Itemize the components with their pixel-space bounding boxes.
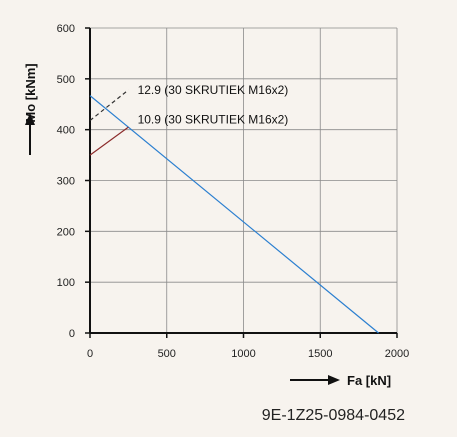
series-line-1 — [89, 126, 129, 156]
y-tick-label-1: 100 — [57, 277, 75, 289]
x-axis-arrow-icon — [290, 375, 340, 385]
y-tick-label-0: 0 — [69, 328, 75, 340]
figure-code: 9E-1Z25-0984-0452 — [262, 407, 405, 424]
x-tick-label-4: 2000 — [385, 348, 409, 360]
x-tick-label-3: 1500 — [308, 348, 332, 360]
series-layer — [89, 89, 379, 334]
annotation-0: 12.9 (30 SKRUTIEK M16x2) — [138, 83, 289, 97]
y-tick-label-4: 400 — [57, 125, 75, 137]
x-tick-label-0: 0 — [87, 348, 93, 360]
y-axis-arrow-icon — [25, 113, 35, 155]
y-axis-label: Mo [kNm] — [23, 63, 38, 122]
y-tick-label-3: 300 — [57, 176, 75, 188]
series-line-0 — [89, 95, 379, 334]
annotation-1: 10.9 (30 SKRUTIEK M16x2) — [138, 113, 289, 127]
x-axis-label: Fa [kN] — [347, 373, 391, 388]
grid — [89, 27, 398, 334]
y-tick-label-5: 500 — [57, 74, 75, 86]
ticks-layer: 0 500 1000 1500 2000 0 100 200 300 400 500 600 — [57, 23, 410, 360]
series-line-2 — [89, 89, 129, 121]
annotations: 12.9 (30 SKRUTIEK M16x2) 10.9 (30 SKRUTIE… — [138, 83, 289, 126]
y-tick-label-2: 200 — [57, 226, 75, 238]
y-tick-label-6: 600 — [57, 23, 75, 35]
x-tick-label-1: 500 — [158, 348, 176, 360]
x-tick-label-2: 1000 — [231, 348, 255, 360]
